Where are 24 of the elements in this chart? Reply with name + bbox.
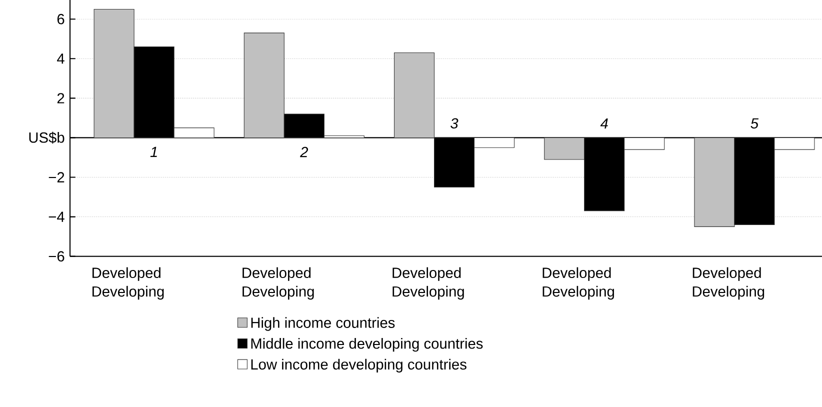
x-tick-label: 3 [450,118,458,129]
y-tick-label: −2 [48,172,64,182]
x-tick-label: 4 [600,118,608,129]
text: Developed [242,267,311,281]
text: Developing [542,286,614,300]
y-tick-label: US$b [29,132,64,144]
y-tick-label: −4 [48,212,64,222]
y-tick-label: −6 [48,251,64,262]
text: Developing [692,286,764,300]
text: Developed [692,267,761,281]
legend-label: High income countries [251,317,395,331]
text: Developed [392,267,461,281]
y-tick-label: 4 [57,54,64,64]
legend-label: Low income developing countries [251,358,466,372]
text: Developing [242,286,314,300]
legend-label: Middle income developing countries [251,338,483,352]
x-tick-label: 5 [750,118,759,129]
x-tick-label: 1 [150,146,157,157]
text: Developing [392,286,464,300]
text: Developed [542,267,611,281]
text: Developing [92,286,164,300]
y-tick-label: 2 [57,93,64,104]
text: Developed [92,267,160,281]
y-tick-label: 6 [57,14,64,24]
